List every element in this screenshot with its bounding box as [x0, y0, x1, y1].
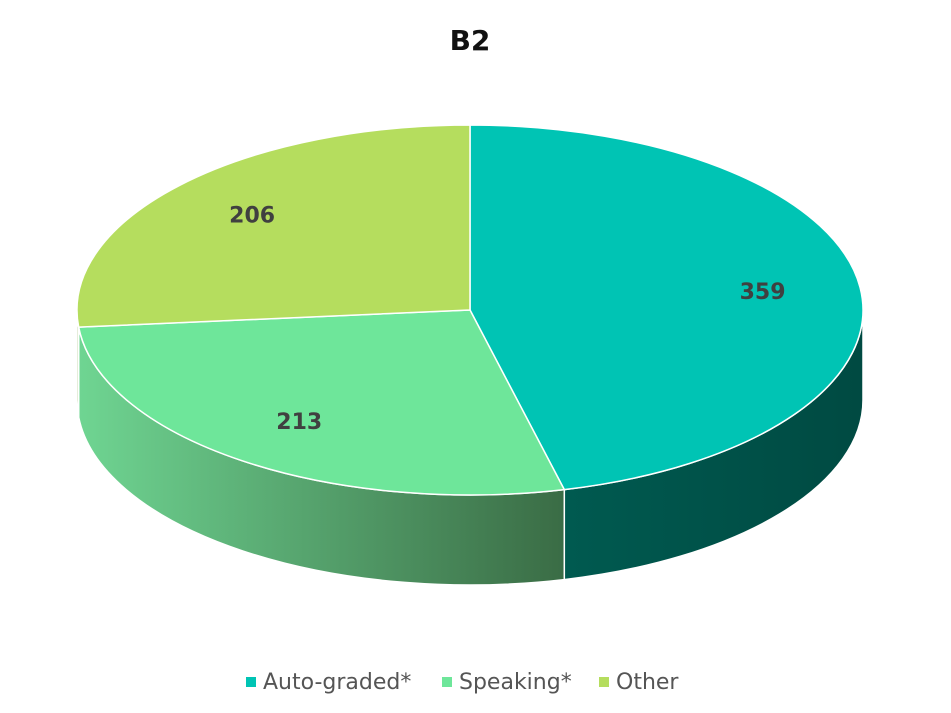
- data-label: 206: [229, 204, 275, 229]
- legend-label: Auto-graded*: [263, 670, 411, 695]
- slice: [469, 124, 864, 491]
- legend-swatch: [246, 677, 256, 687]
- legend-label: Other: [616, 670, 679, 695]
- slice: [76, 124, 471, 328]
- chart-title: B2: [450, 24, 491, 57]
- legend-swatch: [599, 677, 609, 687]
- slice: [77, 309, 566, 496]
- data-label: 359: [740, 280, 786, 305]
- data-label: 213: [276, 410, 322, 435]
- legend-label: Speaking*: [459, 670, 572, 695]
- legend-swatch: [442, 677, 452, 687]
